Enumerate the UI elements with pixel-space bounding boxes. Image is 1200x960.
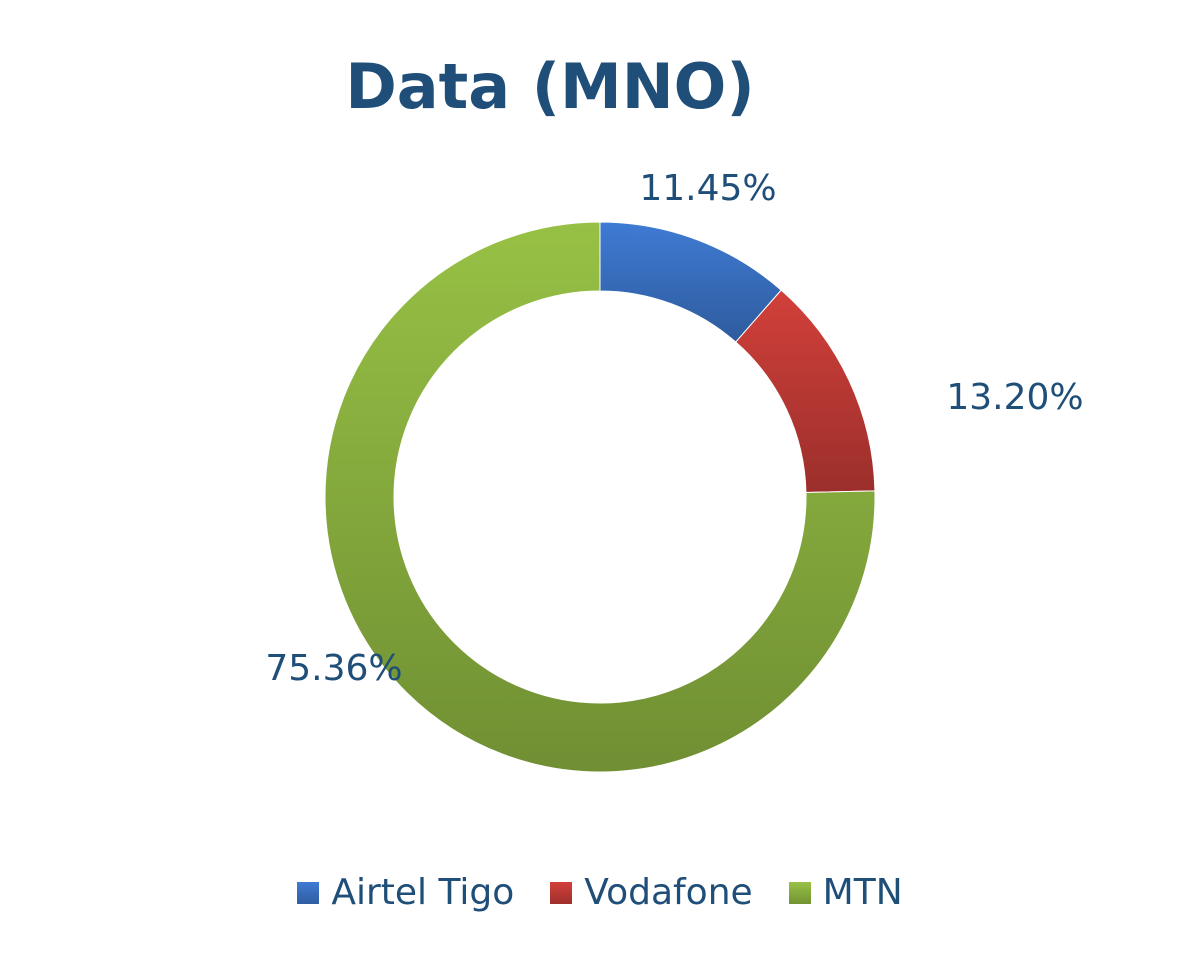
chart-title: Data (MNO) (345, 50, 755, 123)
legend-swatch-vodafone (550, 881, 573, 904)
data-label-airtel-tigo: 11.45% (639, 168, 776, 209)
legend: Airtel Tigo Vodafone MTN (0, 872, 1200, 913)
slice-vodafone (735, 289, 876, 493)
legend-item-vodafone: Vodafone (550, 872, 753, 913)
legend-label-airtel-tigo: Airtel Tigo (331, 872, 515, 913)
legend-label-vodafone: Vodafone (584, 872, 753, 913)
legend-swatch-mtn (788, 881, 811, 904)
slice-mtn (324, 221, 876, 773)
legend-label-mtn: MTN (822, 872, 903, 913)
legend-swatch-airtel-tigo (297, 881, 320, 904)
data-label-vodafone: 13.20% (946, 377, 1083, 418)
legend-item-mtn: MTN (788, 872, 903, 913)
data-label-mtn: 75.36% (265, 648, 402, 689)
legend-item-airtel-tigo: Airtel Tigo (297, 872, 514, 913)
